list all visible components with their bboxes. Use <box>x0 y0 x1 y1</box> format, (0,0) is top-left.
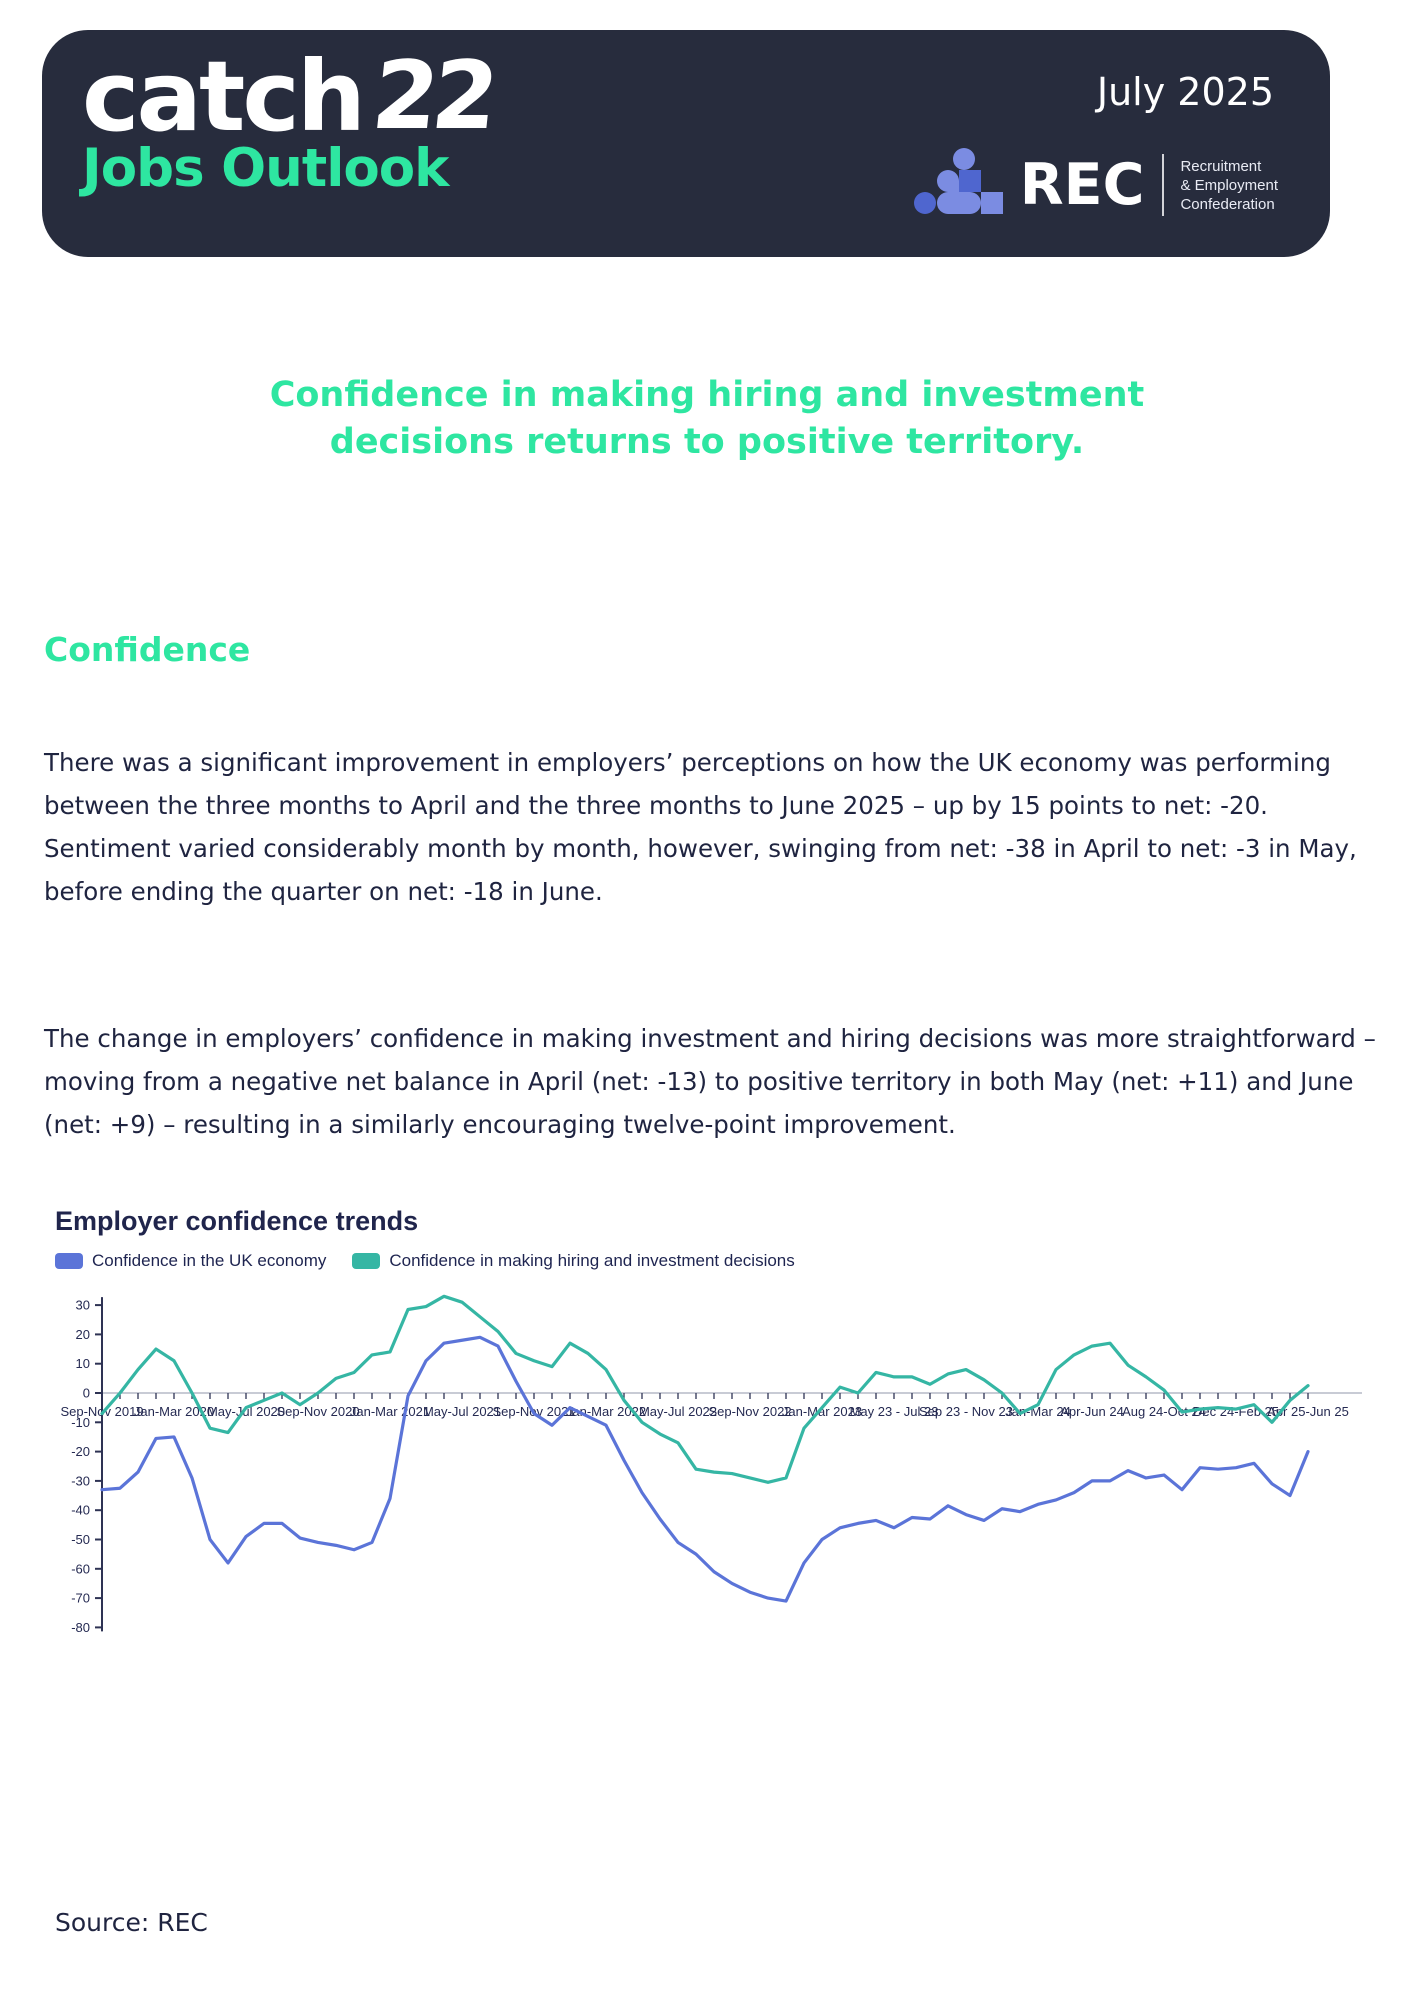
svg-text:-80: -80 <box>71 1620 90 1635</box>
svg-text:20: 20 <box>76 1327 90 1342</box>
chart-legend: Confidence in the UK economy Confidence … <box>55 1251 821 1271</box>
svg-text:May-Jul 2022: May-Jul 2022 <box>639 1404 717 1419</box>
svg-text:May-Jul 2020: May-Jul 2020 <box>207 1404 285 1419</box>
legend-item-hiring-decisions: Confidence in making hiring and investme… <box>352 1251 795 1271</box>
rec-tagline: Recruitment & Employment Confederation <box>1180 157 1278 213</box>
legend-item-uk-economy: Confidence in the UK economy <box>55 1251 326 1271</box>
rec-logo: REC Recruitment & Employment Confederati… <box>913 148 1278 222</box>
paragraph-hiring: The change in employers’ confidence in m… <box>44 1023 1376 1139</box>
chart-title: Employer confidence trends <box>55 1206 419 1236</box>
issue-date: July 2025 <box>1096 70 1274 114</box>
svg-text:Jan-Mar 2020: Jan-Mar 2020 <box>134 1404 214 1419</box>
rec-logo-divider <box>1162 154 1165 216</box>
catch22-logo-22: 22 <box>367 42 498 151</box>
paragraph-economy: There was a significant improvement in e… <box>44 747 1357 906</box>
section-heading-confidence: Confidence <box>44 630 251 669</box>
svg-text:-20: -20 <box>71 1444 90 1459</box>
svg-text:10: 10 <box>76 1356 90 1371</box>
legend-swatch-teal <box>352 1253 381 1269</box>
rec-logo-mark <box>913 148 1003 214</box>
svg-text:30: 30 <box>76 1298 90 1313</box>
svg-text:-60: -60 <box>71 1561 90 1576</box>
catch22-logo-word: catch <box>82 40 366 153</box>
svg-text:-50: -50 <box>71 1532 90 1547</box>
svg-text:Sep-Nov 2022: Sep-Nov 2022 <box>708 1404 791 1419</box>
svg-text:Sep-Nov 2020: Sep-Nov 2020 <box>276 1404 359 1419</box>
catch22-logo: catch 22 Jobs Outlook <box>82 40 497 199</box>
svg-text:Apr-Jun 24: Apr-Jun 24 <box>1060 1404 1124 1419</box>
legend-swatch-blue <box>55 1253 83 1269</box>
employer-confidence-line-chart: 30 20 10 0 -10 -20 -30 -40 -50 -60 -70 -80 Sep-Nov 2… <box>60 1294 1362 1635</box>
svg-text:May 23 - Jul 23: May 23 - Jul 23 <box>850 1404 939 1419</box>
svg-text:Jan-Mar 2023: Jan-Mar 2023 <box>782 1404 862 1419</box>
source-note: Source: REC <box>55 1908 208 1937</box>
svg-text:Apr 25-Jun 25: Apr 25-Jun 25 <box>1267 1404 1349 1419</box>
jobs-outlook-title: Jobs Outlook <box>82 137 449 199</box>
svg-text:Jan-Mar 24: Jan-Mar 24 <box>1005 1404 1071 1419</box>
svg-text:May-Jul 2021: May-Jul 2021 <box>423 1404 501 1419</box>
svg-text:Aug 24-Oct 24: Aug 24-Oct 24 <box>1122 1404 1206 1419</box>
header-banner: catch 22 Jobs Outlook July 2025 REC Recr… <box>42 30 1330 257</box>
rec-logo-text: REC <box>1019 151 1145 218</box>
svg-text:-10: -10 <box>71 1415 90 1430</box>
svg-text:-70: -70 <box>71 1591 90 1606</box>
svg-text:-40: -40 <box>71 1503 90 1518</box>
svg-text:Jan-Mar 2021: Jan-Mar 2021 <box>350 1404 430 1419</box>
svg-text:Sep 23 - Nov 23: Sep 23 - Nov 23 <box>919 1404 1013 1419</box>
svg-text:-30: -30 <box>71 1473 90 1488</box>
svg-text:0: 0 <box>83 1386 90 1401</box>
headline: Confidence in making hiring and investme… <box>269 375 1145 462</box>
